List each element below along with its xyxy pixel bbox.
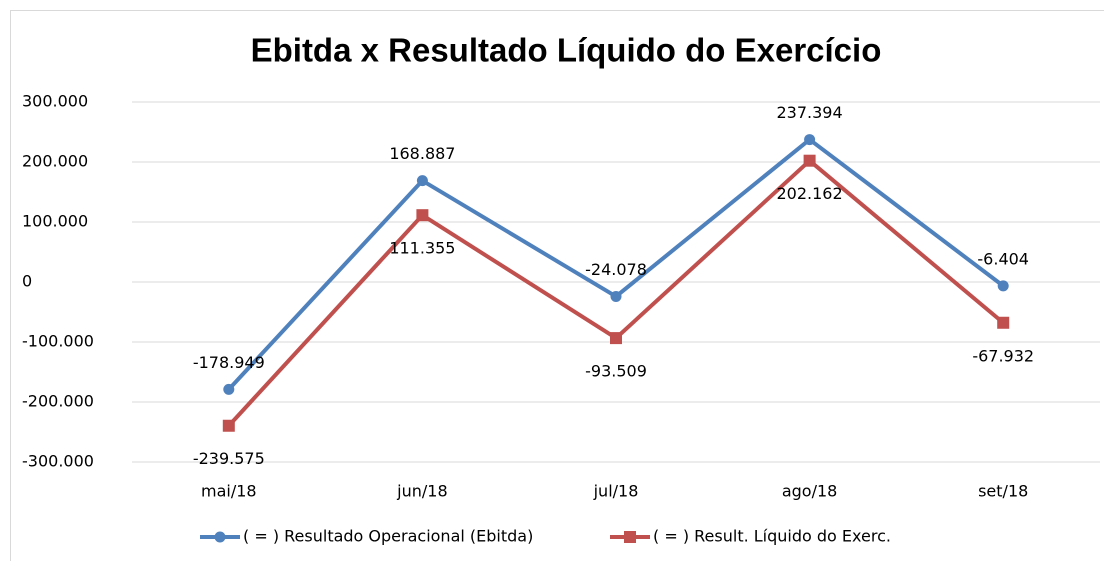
data-label: -239.575 — [193, 449, 265, 468]
x-tick-label: ago/18 — [782, 482, 838, 501]
marker — [222, 419, 235, 432]
marker — [610, 332, 622, 345]
marker — [610, 290, 622, 302]
x-tick-label: mai/18 — [201, 482, 257, 501]
y-tick-label: -100.000 — [22, 332, 94, 351]
marker — [416, 209, 429, 222]
legend-marker — [214, 531, 226, 543]
legend-marker — [624, 531, 636, 543]
chart-border — [10, 10, 1104, 561]
chart-title: Ebitda x Resultado Líquido do Exercício — [251, 32, 882, 69]
y-tick-label: 300.000 — [22, 92, 88, 111]
x-tick-label: jun/18 — [396, 482, 447, 501]
x-tick-label: set/18 — [978, 482, 1028, 501]
data-label: -24.078 — [585, 260, 647, 279]
marker — [804, 134, 816, 146]
data-label: 111.355 — [389, 239, 455, 258]
data-label: -93.509 — [585, 362, 647, 381]
y-tick-label: 200.000 — [22, 152, 88, 171]
marker — [803, 154, 816, 167]
data-label: 237.394 — [777, 103, 843, 122]
y-tick-label: -200.000 — [22, 392, 94, 411]
y-tick-label: 100.000 — [22, 212, 88, 231]
data-label: -178.949 — [193, 353, 265, 372]
marker — [416, 175, 428, 187]
marker — [997, 280, 1009, 292]
data-label: -67.932 — [972, 346, 1034, 365]
y-tick-label: -300.000 — [22, 452, 94, 471]
marker — [997, 316, 1010, 329]
data-label: 168.887 — [389, 144, 455, 163]
data-label: 202.162 — [777, 184, 843, 203]
legend-label: ( = ) Result. Líquido do Exerc. — [653, 527, 891, 546]
marker — [223, 383, 235, 395]
x-tick-label: jul/18 — [593, 482, 639, 501]
data-label: -6.404 — [977, 249, 1029, 268]
legend-label: ( = ) Resultado Operacional (Ebitda) — [243, 527, 533, 546]
y-tick-label: 0 — [22, 272, 32, 291]
